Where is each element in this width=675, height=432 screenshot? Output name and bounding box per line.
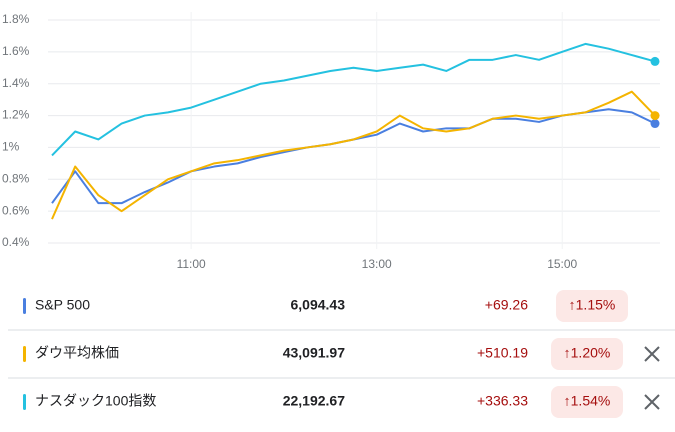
table: S&P 500 6,094.43 +69.26 ↑1.15% ダウ平均株価 43,091.… xyxy=(8,290,675,418)
end-dot xyxy=(650,111,660,121)
percent: ↑1.20% xyxy=(564,345,611,361)
series-line xyxy=(51,108,656,205)
close-icon xyxy=(644,394,660,410)
index-name[interactable]: ナスダック100指数 xyxy=(35,393,156,409)
y-tick-label: 1% xyxy=(2,140,20,154)
end-dot xyxy=(650,119,660,129)
color-indicator xyxy=(23,346,26,362)
color-indicator xyxy=(23,298,26,314)
y-tick-label: 0.6% xyxy=(2,203,30,217)
remove-button[interactable] xyxy=(644,346,660,362)
percent-pill xyxy=(551,338,623,370)
percent-pill xyxy=(551,386,623,418)
y-tick-label: 1.8% xyxy=(2,12,30,26)
x-tick-label: 11:00 xyxy=(177,257,206,271)
close-icon xyxy=(644,346,660,362)
change: +510.19 xyxy=(477,345,528,361)
percent: ↑1.54% xyxy=(564,393,611,409)
y-tick-label: 1.2% xyxy=(2,108,30,122)
y-tick-label: 0.4% xyxy=(2,235,30,249)
series-line xyxy=(51,42,656,157)
color-indicator xyxy=(23,394,26,410)
price: 43,091.97 xyxy=(283,345,345,361)
y-tick-label: 1.4% xyxy=(2,76,30,90)
index-name[interactable]: S&P 500 xyxy=(35,297,90,313)
y-tick-label: 1.6% xyxy=(2,44,30,58)
remove-button[interactable] xyxy=(644,394,660,410)
y-tick-label: 0.8% xyxy=(2,171,30,185)
chart: 0.4% 0.6% 0.8% 1% 1.2% 1.4% 1.6% 1.8% 11:00 13:00… xyxy=(2,12,660,271)
change: +336.33 xyxy=(477,393,528,409)
percent: ↑1.15% xyxy=(569,297,616,313)
x-tick-label: 13:00 xyxy=(362,257,392,271)
percent-pill xyxy=(556,290,628,322)
x-tick-label: 15:00 xyxy=(547,257,577,271)
change: +69.26 xyxy=(485,297,528,313)
price: 22,192.67 xyxy=(283,393,345,409)
price: 6,094.43 xyxy=(291,297,346,313)
end-dot xyxy=(650,56,660,66)
series-line xyxy=(51,90,656,220)
index-name[interactable]: ダウ平均株価 xyxy=(35,345,119,361)
